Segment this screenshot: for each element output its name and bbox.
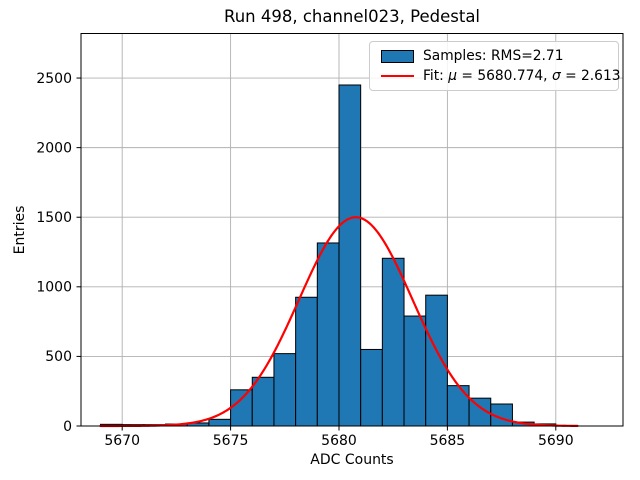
y-tick-label: 2000 (36, 140, 72, 156)
axes-frame (80, 33, 624, 427)
y-tick-label: 0 (63, 419, 72, 435)
x-tick-label: 5690 (538, 433, 574, 449)
histogram-bar (316, 242, 340, 427)
sigma-symbol: σ (551, 68, 561, 84)
x-tick-label: 5670 (104, 433, 140, 449)
legend-entry-fit: Fit: μ = 5680.774, σ = 2.613 (381, 66, 621, 86)
chart-title: Run 498, channel023, Pedestal (223, 7, 481, 26)
fit-curve (99, 216, 579, 428)
histogram-bar (295, 296, 318, 427)
histogram-bar (273, 353, 297, 427)
histogram-bar (381, 257, 405, 427)
legend: Samples: RMS=2.71 Fit: μ = 5680.774, σ =… (369, 41, 621, 91)
x-tick-label: 5680 (321, 433, 357, 449)
histogram-bar (425, 294, 448, 427)
x-tick-label: 5675 (213, 433, 249, 449)
y-tick-label: 1000 (36, 280, 72, 296)
histogram-bar (230, 389, 253, 427)
histogram-bar (208, 418, 232, 427)
legend-fit-label: Fit: μ = 5680.774, σ = 2.613 (423, 68, 621, 84)
y-tick-label: 500 (45, 349, 72, 365)
histogram-bar (251, 376, 275, 427)
y-axis-label: Entries (12, 205, 28, 255)
y-tick-label: 2500 (36, 71, 72, 87)
y-tick-label: 1500 (36, 210, 72, 226)
mu-symbol: μ (448, 68, 457, 84)
x-tick-label: 5685 (430, 433, 466, 449)
fit-line-swatch-icon (381, 74, 414, 78)
histogram-bar (403, 315, 427, 427)
histogram-bar (360, 348, 383, 427)
legend-samples-label: Samples: RMS=2.71 (423, 48, 564, 64)
x-axis-label: ADC Counts (310, 452, 394, 468)
histogram-bar (446, 385, 470, 427)
histogram-swatch-icon (381, 49, 414, 63)
histogram-bar (338, 84, 362, 427)
legend-entry-samples: Samples: RMS=2.71 (381, 46, 610, 66)
